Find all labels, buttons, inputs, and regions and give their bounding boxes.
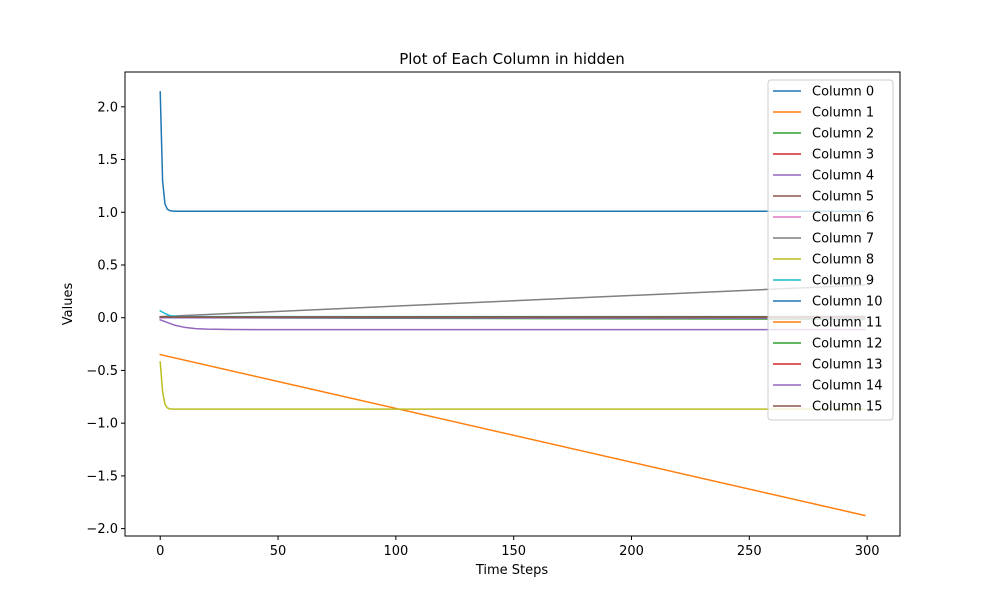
legend-label: Column 7 (812, 232, 874, 247)
legend: Column 0 Column 1 Column 2 Column 3 Column 4… (767, 79, 894, 421)
legend-label: Column 4 (812, 169, 874, 184)
legend-label: Column 0 (812, 85, 874, 100)
y-tick-label: −1.0 (86, 417, 118, 432)
x-axis: 0 50 100 150 200 250 300 (156, 536, 880, 559)
legend-label: Column 15 (812, 400, 882, 415)
y-tick-label: 2.0 (97, 100, 118, 115)
x-tick-label: 100 (383, 544, 408, 559)
series-line-column-0 (159, 91, 866, 212)
chart-title: Plot of Each Column in hidden (399, 50, 625, 68)
x-tick-label: 250 (737, 544, 762, 559)
y-axis-label: Values (61, 283, 76, 326)
series-line-column-7 (159, 284, 866, 318)
x-tick-label: 150 (501, 544, 526, 559)
series-group (159, 91, 866, 517)
axes-frame (124, 71, 901, 537)
legend-label: Column 11 (812, 316, 882, 331)
y-tick-label: −2.0 (86, 522, 118, 537)
x-tick-label: 50 (270, 544, 287, 559)
legend-label: Column 2 (812, 127, 874, 142)
legend-label: Column 13 (812, 358, 882, 373)
y-axis: −2.0 −1.5 −1.0 −0.5 0.0 0.5 1.0 1.5 2.0 (86, 100, 125, 537)
y-tick-label: −1.5 (86, 469, 118, 484)
legend-frame (767, 79, 894, 421)
x-axis-label: Time Steps (475, 563, 549, 578)
x-tick-label: 300 (855, 544, 880, 559)
series-line-column-4 (159, 318, 866, 331)
legend-label: Column 9 (812, 274, 874, 289)
y-tick-label: 0.5 (97, 258, 118, 273)
legend-label: Column 10 (812, 295, 882, 310)
legend-label: Column 5 (812, 190, 874, 205)
x-tick-label: 200 (619, 544, 644, 559)
y-tick-label: 1.0 (97, 206, 118, 221)
legend-label: Column 12 (812, 337, 882, 352)
y-tick-label: 0.0 (97, 311, 118, 326)
legend-label: Column 1 (812, 106, 874, 121)
y-tick-label: −0.5 (86, 364, 118, 379)
legend-label: Column 6 (812, 211, 874, 226)
series-line-column-1 (159, 353, 866, 517)
y-tick-label: 1.5 (97, 153, 118, 168)
x-tick-label: 0 (156, 544, 164, 559)
series-line-column-8 (159, 361, 866, 410)
legend-label: Column 14 (812, 379, 882, 394)
legend-label: Column 8 (812, 253, 874, 268)
legend-label: Column 3 (812, 148, 874, 163)
